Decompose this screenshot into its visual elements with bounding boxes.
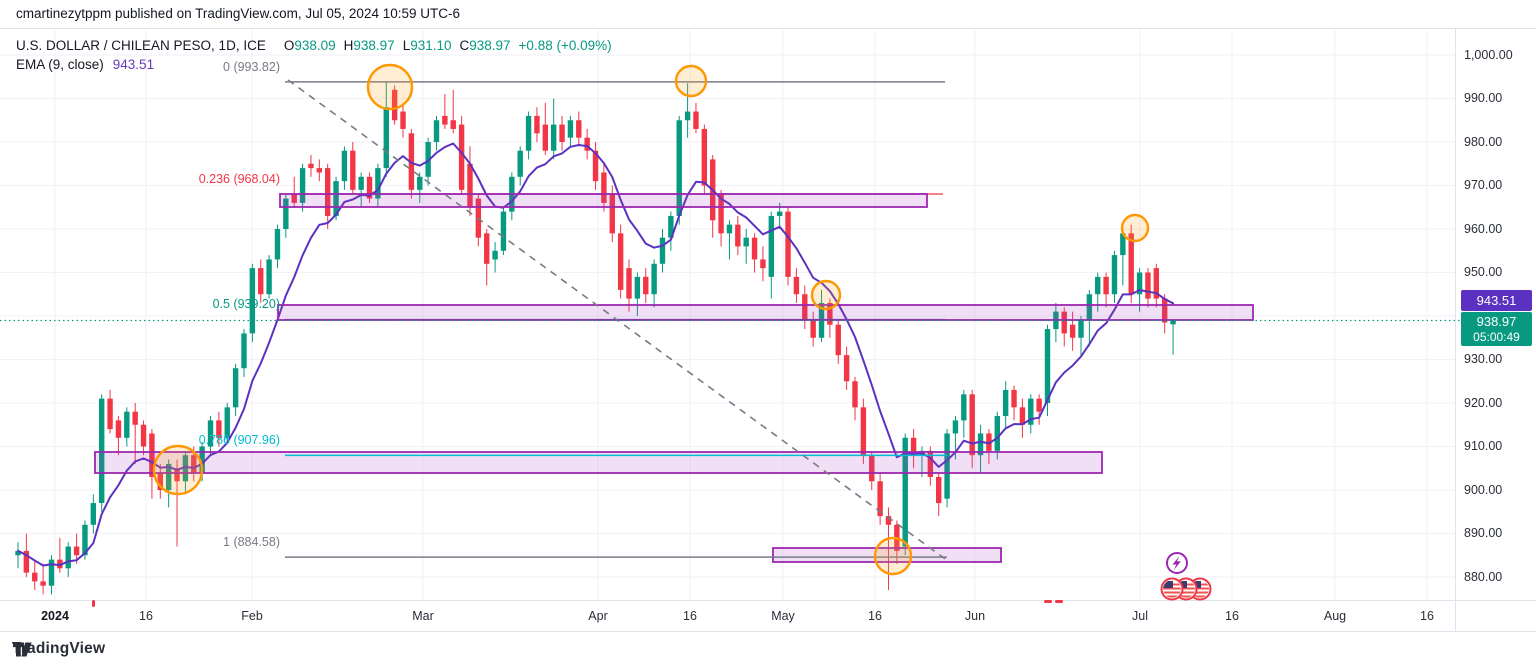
tradingview-logo-text: TradingView: [12, 640, 106, 657]
fib-level-label: 1 (884.58): [223, 535, 280, 550]
price-axis-label: 930.00: [1464, 352, 1503, 366]
ohlc-letter: O: [283, 38, 295, 53]
price-axis-left-border: [1455, 28, 1456, 632]
fib-level-label: 0.786 (907.96): [198, 433, 280, 448]
bar-countdown: 05:00:49: [1473, 330, 1520, 344]
legend: U.S. DOLLAR / CHILEAN PESO, 1D, ICE O938.…: [16, 36, 612, 74]
economic-event-lightning-icon[interactable]: [1166, 552, 1188, 574]
time-axis-label: Mar: [412, 609, 434, 623]
fib-zone-boxes[interactable]: [94, 193, 1254, 563]
tradingview-logo[interactable]: TradingView: [12, 640, 105, 658]
ohlc-value: 938.09: [294, 38, 336, 53]
price-axis-label: 910.00: [1464, 439, 1503, 453]
ohlc-letter: H: [343, 38, 354, 53]
ema-price-tag: 943.51: [1461, 290, 1532, 311]
price-axis-label: 920.00: [1464, 395, 1503, 410]
time-axis-label: 16: [1225, 609, 1239, 623]
fib-level-label: 0.5 (939.20): [212, 297, 280, 312]
price-axis-label: 900.00: [1464, 482, 1503, 497]
grid-lines: [0, 28, 1455, 600]
last-price-tag: 938.97 05:00:49: [1461, 312, 1532, 346]
ohlc-value: 938.97: [353, 38, 395, 53]
indicator-value: 943.51: [112, 57, 155, 72]
fib-lines[interactable]: [285, 81, 947, 558]
change-value: +0.88 (+0.09%): [518, 38, 612, 53]
time-axis-label: Jun: [964, 609, 986, 623]
price-axis-label: 1,000.00: [1464, 47, 1513, 62]
legend-indicator-row[interactable]: EMA (9, close) 943.51: [16, 55, 612, 74]
candlestick-series: [15, 81, 1176, 595]
indicator-name: EMA (9, close): [16, 57, 104, 72]
ohlc-value: 931.10: [410, 38, 452, 53]
price-axis-label: 880.00: [1464, 569, 1503, 584]
ohlc-value: 938.97: [469, 38, 511, 53]
ohlc-letter: C: [459, 38, 470, 53]
last-price-value: 938.97: [1476, 314, 1517, 329]
time-axis-label: Jul: [1132, 609, 1148, 623]
attribution-text: cmartinezytppm published on TradingView.…: [16, 6, 460, 21]
time-axis-label: 16: [139, 609, 153, 623]
time-axis-label: 16: [1420, 609, 1434, 623]
legend-symbol-row[interactable]: U.S. DOLLAR / CHILEAN PESO, 1D, ICE O938.…: [16, 36, 612, 55]
pane-top-border: [0, 28, 1536, 29]
ema-line[interactable]: [17, 142, 1175, 567]
pane-bottom-border: [0, 600, 1536, 601]
symbol-title: U.S. DOLLAR / CHILEAN PESO, 1D, ICE: [16, 38, 266, 53]
economic-event-flag-icons[interactable]: [1160, 577, 1212, 601]
price-axis-label: 950.00: [1464, 265, 1503, 279]
highlight-circles[interactable]: [152, 63, 1150, 576]
time-axis-label: 16: [868, 609, 882, 623]
time-axis-label: 2024: [41, 609, 69, 623]
time-axis-label: Aug: [1323, 609, 1347, 623]
price-axis-label: 960.00: [1464, 221, 1503, 236]
time-axis-label: Feb: [241, 609, 263, 623]
time-axis-label: May: [771, 609, 795, 623]
time-axis-label: Apr: [588, 609, 608, 623]
time-axis-bottom-border: [0, 631, 1536, 632]
price-axis-label: 980.00: [1464, 134, 1503, 149]
tradingview-logo-icon: [13, 642, 32, 657]
trendline[interactable]: [287, 79, 949, 562]
time-axis-label: 16: [683, 609, 697, 623]
time-axis-markers: [92, 600, 1063, 607]
price-axis-label: 990.00: [1464, 91, 1503, 105]
fib-level-label: 0 (993.82): [223, 59, 280, 74]
ohlc-values: O938.09 H938.97 L931.10 C938.97: [276, 38, 511, 53]
price-axis-label: 890.00: [1464, 526, 1503, 540]
fib-lines-under[interactable]: [285, 193, 945, 321]
ohlc-letter: L: [402, 38, 411, 53]
price-axis-label: 970.00: [1464, 178, 1503, 192]
fib-level-label: 0.236 (968.04): [198, 172, 280, 187]
